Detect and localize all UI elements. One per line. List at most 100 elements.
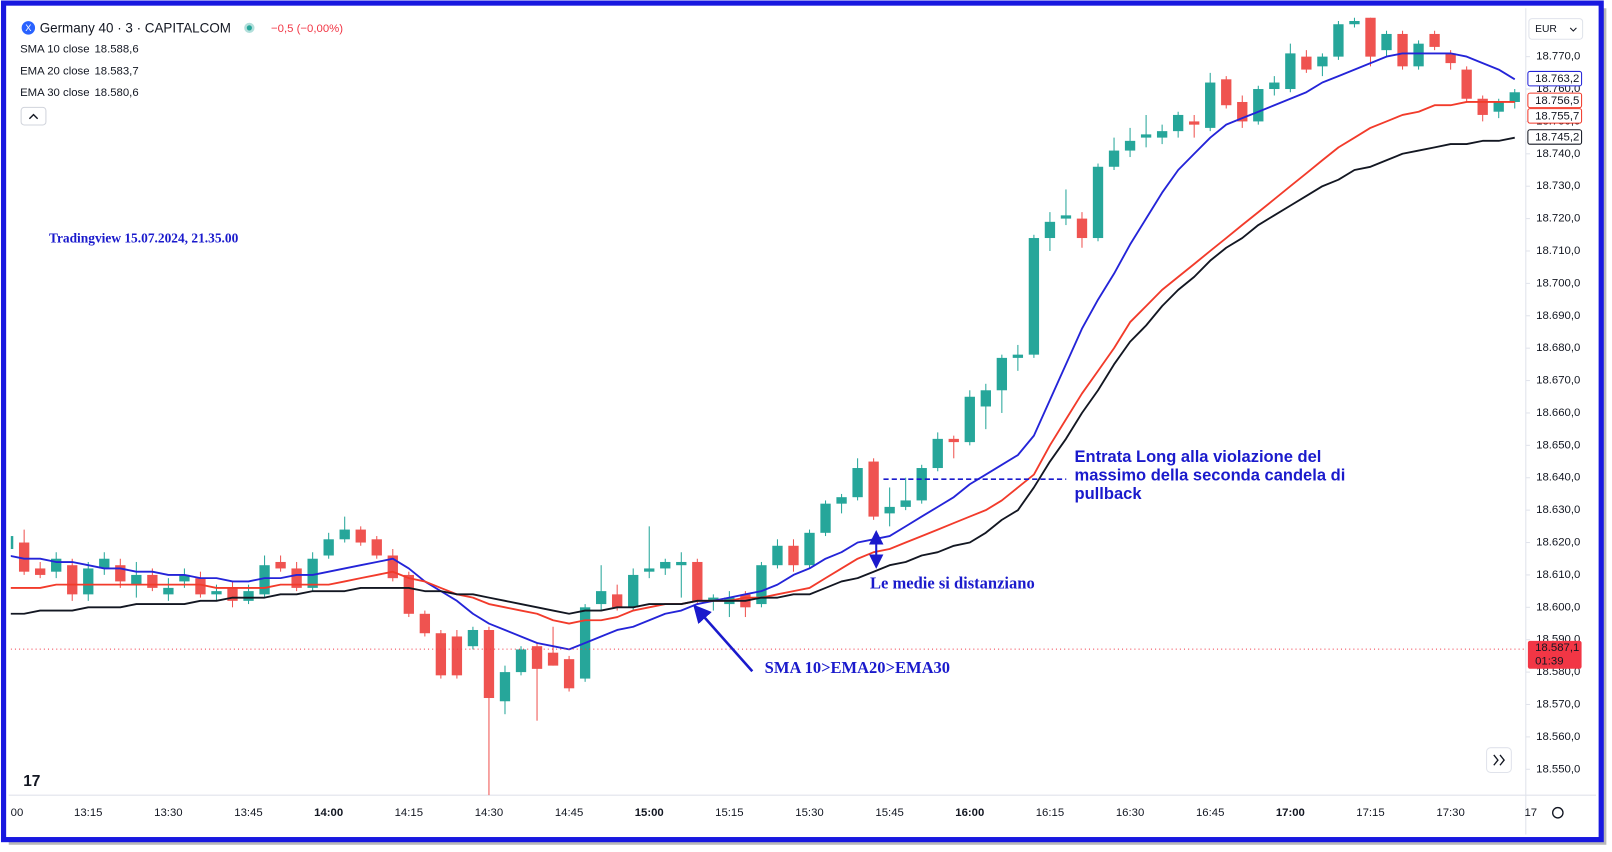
x-tick-label: 17:30 [1436, 807, 1464, 819]
candle-body [1060, 215, 1072, 219]
candle-body [756, 565, 767, 605]
x-tick-label: 14:15 [395, 807, 423, 819]
y-tick-label: 18.650,0 [1536, 439, 1580, 451]
current-price-label: 18.587,1 [1535, 642, 1579, 654]
collapse-button[interactable] [20, 106, 47, 126]
candle-body [964, 396, 975, 443]
legend-value: 18.580,6 [94, 87, 138, 99]
candle-body [884, 506, 895, 514]
candle-body [1269, 82, 1280, 90]
candle-body [980, 390, 991, 407]
x-tick-label: 15:00 [635, 807, 664, 819]
candle-body [676, 561, 687, 566]
y-tick-label: 18.570,0 [1536, 698, 1580, 710]
candle-body [259, 565, 270, 595]
candle-body [1156, 131, 1168, 138]
candle-body [51, 558, 62, 572]
candle-body [1461, 69, 1472, 99]
x-tick-label: 00 [11, 807, 24, 819]
spread-note: Le medie si distanziano [870, 573, 1035, 592]
x-tick-label: 14:45 [555, 807, 583, 819]
candle-body [1076, 218, 1088, 239]
scroll-button[interactable] [1486, 747, 1512, 773]
axes: 18.550,018.560,018.570,018.580,018.590,0… [11, 51, 1583, 819]
candle-body [1509, 92, 1520, 102]
candle-body [291, 568, 302, 588]
x-tick-label: 14:00 [314, 807, 343, 819]
candle-body [660, 561, 671, 569]
change: −0,5 (−0,00%) [271, 23, 343, 35]
order-note: SMA 10>EMA20>EMA30 [765, 658, 950, 677]
candle-body [115, 565, 126, 582]
candle-body [1445, 53, 1456, 64]
candle-body [868, 461, 879, 517]
x-tick-label: 15:45 [875, 807, 903, 819]
candle-body [1253, 89, 1264, 122]
y-tick-label: 18.720,0 [1536, 213, 1580, 225]
candle-body [1028, 238, 1040, 355]
candle-body [563, 659, 575, 689]
candle-body [451, 636, 463, 676]
candle-body [1189, 121, 1200, 125]
candle-body [916, 468, 927, 501]
candle-body [820, 503, 831, 533]
y-tick-label: 18.560,0 [1536, 731, 1580, 743]
candle-body [1237, 101, 1248, 122]
candle-body [67, 565, 78, 595]
candle-body [163, 587, 174, 595]
candle-body [1092, 166, 1104, 239]
plot [10, 17, 1526, 796]
candle-body [531, 646, 543, 669]
candle-body [692, 561, 703, 601]
candle-body [419, 613, 431, 634]
x-tick-label: 17:00 [1276, 807, 1305, 819]
axis-value-label: 18.745,2 [1535, 131, 1579, 143]
y-tick-label: 18.700,0 [1536, 277, 1580, 289]
candle-body [1124, 140, 1136, 151]
candle-body [1301, 56, 1312, 70]
cross-arrow [693, 604, 754, 673]
currency-button[interactable] [1528, 18, 1584, 40]
candle-body [852, 468, 863, 498]
y-tick-label: 18.640,0 [1536, 472, 1580, 484]
x-tick-label: 16:00 [955, 807, 984, 819]
candle-body [1477, 98, 1488, 115]
candle-body [243, 591, 254, 601]
symbol-icon-glyph: X [25, 23, 31, 33]
x-tick-label: 14:30 [475, 807, 503, 819]
candle-body [83, 568, 94, 595]
axis-value-box [1527, 129, 1583, 145]
legend-value: 18.583,7 [94, 65, 138, 77]
tv-logo: 17 [23, 773, 40, 790]
axis-value-box [1527, 70, 1583, 87]
candle-body [948, 438, 959, 443]
x-tick-label: 16:15 [1036, 807, 1064, 819]
settings-icon[interactable] [1551, 806, 1564, 819]
x-tick-label: 13:45 [234, 807, 262, 819]
candle-body [1108, 150, 1120, 167]
y-tick-label: 18.580,0 [1536, 666, 1580, 678]
x-tick-label: 15:15 [715, 807, 743, 819]
candle-body [195, 578, 206, 595]
entry-note: Entrata Long alla violazione del [1075, 447, 1322, 466]
candle-body [1493, 101, 1504, 112]
candle-body [612, 594, 623, 608]
candle-body [708, 597, 719, 601]
source-note: Tradingview 15.07.2024, 21.35.00 [49, 231, 239, 246]
candle-body [1365, 17, 1376, 57]
legend-value: 18.588,6 [94, 44, 138, 56]
axis-value-label: 18.763,2 [1535, 73, 1579, 85]
current-price-box [1527, 640, 1582, 669]
symbol: Germany 40 · 3 · CAPITALCOM [40, 20, 231, 35]
candle-body [275, 561, 286, 569]
candle-body [179, 574, 190, 582]
countdown: 01:39 [1535, 655, 1563, 667]
market-status-dot [246, 25, 252, 31]
candle-body [1221, 79, 1232, 106]
y-tick-label: 18.710,0 [1536, 245, 1580, 257]
candle-body [900, 500, 911, 507]
candle-body [1044, 221, 1056, 239]
ma-line [10, 52, 1516, 651]
